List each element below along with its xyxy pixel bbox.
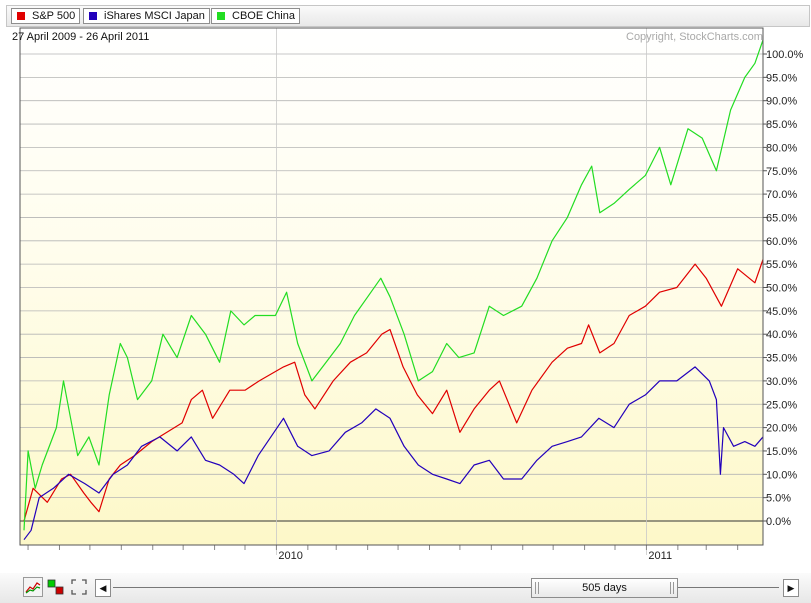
range-slider-track[interactable]: [113, 587, 779, 588]
line-chart-button[interactable]: [23, 577, 43, 597]
y-tick-label: 55.0%: [766, 259, 797, 271]
china-swatch: [217, 12, 225, 20]
range-slider-thumb[interactable]: 505 days: [531, 578, 678, 598]
y-tick-label: 15.0%: [766, 446, 797, 458]
y-tick-label: 45.0%: [766, 306, 797, 318]
y-tick-label: 60.0%: [766, 236, 797, 248]
plot-border: [19, 27, 764, 546]
y-tick-label: 40.0%: [766, 329, 797, 341]
fullscreen-button[interactable]: [69, 577, 89, 597]
y-tick-label: 5.0%: [766, 493, 791, 505]
y-tick-label: 85.0%: [766, 119, 797, 131]
copyright-text: Copyright, StockCharts.com: [626, 31, 763, 43]
legend-item-china[interactable]: CBOE China: [211, 8, 300, 24]
triangle-left-icon: ◀: [99, 583, 107, 593]
legend-label-japan: iShares MSCI Japan: [104, 10, 205, 22]
line-chart-icon: [25, 582, 41, 594]
sp500-swatch: [17, 12, 25, 20]
triangle-right-icon: ▶: [787, 583, 795, 593]
series-line-japan: [23, 366, 764, 541]
legend-item-sp500[interactable]: S&P 500: [11, 8, 81, 24]
series-line-sp500: [23, 259, 764, 522]
color-swatch-icon: [47, 579, 64, 595]
x-tick-label: 2010: [278, 550, 302, 562]
legend-label-sp500: S&P 500: [32, 10, 76, 22]
y-tick-label: 35.0%: [766, 353, 797, 365]
y-tick-label: 100.0%: [766, 49, 804, 61]
bottom-toolbar: [0, 573, 811, 603]
y-tick-label: 70.0%: [766, 189, 797, 201]
performance-chart: 0.0% 5.0% 10.0% 15.0% 20.0% 25.0% 30.0% 35.0% 40…: [19, 27, 804, 562]
date-range: 27 April 2009 - 26 April 2011: [12, 31, 150, 43]
series-line-china: [23, 39, 764, 531]
legend-bar: S&P 500 iShares MSCI Japan CBOE China: [6, 5, 810, 27]
y-tick-label: 80.0%: [766, 142, 797, 154]
y-tick-label: 30.0%: [766, 376, 797, 388]
x-axis: 2010 2011: [20, 544, 763, 562]
y-tick-label: 25.0%: [766, 399, 797, 411]
color-swatch-button[interactable]: [46, 577, 66, 597]
grid-lines: [20, 28, 763, 555]
y-tick-label: 90.0%: [766, 96, 797, 108]
thumb-grip-right-icon: [670, 582, 671, 594]
y-axis: 0.0% 5.0% 10.0% 15.0% 20.0% 25.0% 30.0% 35.0% 40…: [763, 49, 804, 528]
thumb-grip-left-icon: [538, 582, 539, 594]
y-tick-label: 50.0%: [766, 283, 797, 295]
y-tick-label: 10.0%: [766, 469, 797, 481]
range-days-label: 505 days: [582, 582, 627, 594]
y-tick-label: 0.0%: [766, 516, 791, 528]
y-tick-label: 20.0%: [766, 423, 797, 435]
scroll-left-button[interactable]: ◀: [95, 579, 111, 597]
fullscreen-icon: [71, 579, 87, 595]
thumb-grip-left-icon: [535, 582, 536, 594]
scroll-right-button[interactable]: ▶: [783, 579, 799, 597]
thumb-grip-right-icon: [673, 582, 674, 594]
y-tick-label: 65.0%: [766, 212, 797, 224]
series-lines: [23, 39, 764, 541]
plot-background: [20, 28, 763, 545]
y-tick-label: 95.0%: [766, 72, 797, 84]
y-tick-label: 75.0%: [766, 166, 797, 178]
x-tick-label: 2011: [648, 550, 672, 562]
legend-label-china: CBOE China: [232, 10, 295, 22]
legend-item-japan[interactable]: iShares MSCI Japan: [83, 8, 210, 24]
japan-swatch: [89, 12, 97, 20]
